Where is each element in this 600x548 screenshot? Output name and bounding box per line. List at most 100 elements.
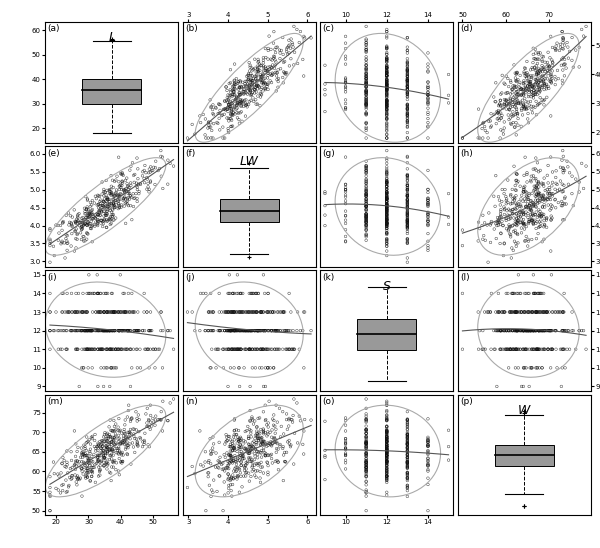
- Point: [121, 326, 130, 335]
- Point: [403, 117, 412, 125]
- Point: [253, 432, 263, 441]
- Point: [504, 205, 514, 214]
- Point: [382, 107, 392, 116]
- Point: [527, 363, 536, 372]
- Point: [522, 170, 532, 179]
- Point: [382, 121, 392, 129]
- Point: [557, 363, 567, 372]
- Point: [253, 434, 262, 443]
- Point: [511, 130, 521, 139]
- Point: [93, 456, 103, 465]
- Point: [259, 326, 268, 335]
- Point: [361, 457, 371, 466]
- Point: [281, 458, 290, 466]
- Point: [512, 200, 521, 209]
- Point: [508, 345, 518, 353]
- Point: [521, 187, 530, 196]
- Point: [246, 345, 256, 353]
- Point: [110, 196, 120, 205]
- Point: [423, 201, 433, 209]
- Point: [403, 457, 412, 466]
- Point: [214, 345, 224, 353]
- Point: [86, 217, 96, 226]
- Point: [361, 186, 371, 195]
- Point: [300, 415, 310, 424]
- Point: [539, 100, 549, 109]
- Point: [239, 85, 249, 94]
- Point: [382, 222, 392, 231]
- Point: [248, 461, 257, 470]
- Point: [101, 460, 111, 469]
- Point: [382, 208, 392, 216]
- Point: [92, 270, 102, 279]
- Point: [104, 446, 114, 455]
- Point: [101, 209, 110, 218]
- Point: [126, 162, 136, 170]
- Point: [483, 258, 493, 267]
- Point: [228, 289, 238, 298]
- Point: [94, 441, 103, 449]
- Point: [98, 218, 107, 226]
- Point: [103, 345, 112, 353]
- Point: [403, 439, 412, 448]
- Point: [512, 68, 521, 77]
- Point: [382, 221, 392, 230]
- Point: [361, 79, 371, 88]
- Point: [361, 426, 371, 435]
- Point: [86, 326, 96, 335]
- Point: [382, 460, 392, 469]
- Point: [144, 326, 154, 335]
- Point: [97, 216, 106, 225]
- Point: [499, 239, 509, 248]
- Point: [505, 345, 515, 353]
- Point: [133, 174, 143, 183]
- Point: [247, 76, 256, 85]
- Point: [252, 326, 262, 335]
- Point: [233, 456, 242, 465]
- Point: [361, 99, 371, 108]
- Point: [113, 191, 122, 199]
- Point: [248, 415, 257, 424]
- Point: [506, 89, 515, 98]
- Point: [535, 82, 545, 90]
- Point: [382, 447, 392, 455]
- Point: [271, 58, 281, 66]
- Point: [423, 467, 433, 476]
- Point: [403, 85, 412, 94]
- Point: [229, 90, 239, 99]
- Point: [77, 444, 86, 453]
- Point: [361, 449, 371, 458]
- Point: [115, 182, 124, 191]
- Point: [95, 465, 105, 474]
- Point: [290, 345, 299, 353]
- Point: [361, 221, 371, 230]
- Point: [528, 209, 538, 218]
- Point: [544, 326, 554, 335]
- Point: [382, 434, 392, 443]
- Point: [519, 89, 529, 98]
- Point: [423, 60, 433, 68]
- Point: [527, 206, 536, 214]
- Point: [526, 212, 536, 221]
- Point: [382, 170, 392, 179]
- Point: [122, 187, 132, 196]
- Point: [534, 50, 544, 59]
- Point: [520, 363, 529, 372]
- Point: [124, 183, 134, 192]
- Point: [553, 66, 562, 75]
- Point: [530, 307, 540, 316]
- Point: [503, 345, 512, 353]
- Point: [58, 307, 67, 316]
- Point: [509, 81, 519, 90]
- Point: [212, 487, 222, 496]
- Point: [382, 205, 392, 214]
- Point: [361, 199, 371, 208]
- Point: [473, 134, 483, 142]
- Point: [82, 205, 91, 214]
- Point: [558, 215, 568, 224]
- Point: [107, 437, 116, 446]
- Point: [267, 63, 277, 72]
- Point: [505, 106, 514, 115]
- Point: [565, 47, 574, 56]
- Point: [256, 76, 265, 84]
